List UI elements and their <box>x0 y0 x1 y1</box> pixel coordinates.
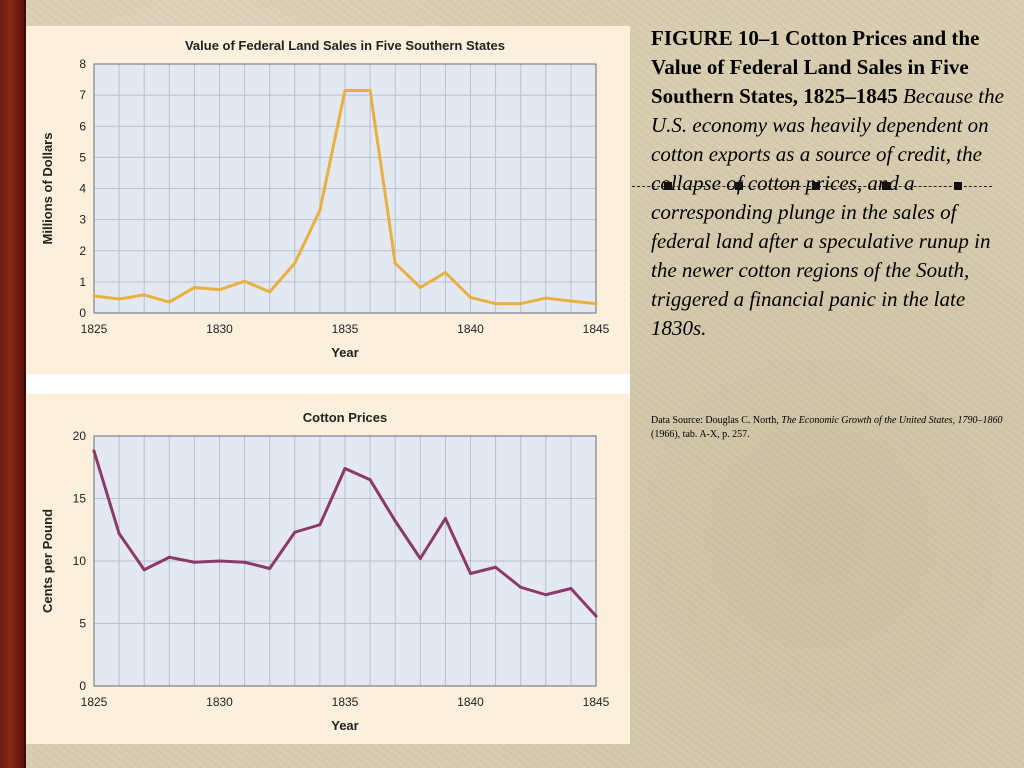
y-tick-label: 0 <box>79 306 86 320</box>
data-point <box>167 555 171 559</box>
y-axis-label: Millions of Dollars <box>40 133 55 245</box>
y-tick-label: 1 <box>79 275 86 289</box>
bullet-marker <box>954 182 962 190</box>
x-axis-label: Year <box>331 345 358 360</box>
y-tick-label: 2 <box>79 244 86 258</box>
data-point <box>594 614 598 618</box>
x-tick-label: 1845 <box>583 322 610 336</box>
data-point <box>293 261 297 265</box>
data-point <box>393 261 397 265</box>
data-point <box>519 302 523 306</box>
data-point <box>569 299 573 303</box>
data-point <box>418 557 422 560</box>
x-tick-label: 1840 <box>457 322 484 336</box>
y-tick-label: 0 <box>79 679 86 693</box>
data-point <box>192 285 196 289</box>
data-point <box>393 519 397 523</box>
data-point <box>117 532 121 535</box>
data-point <box>218 559 221 563</box>
x-tick-label: 1825 <box>81 322 108 336</box>
data-point <box>117 297 121 301</box>
y-tick-label: 5 <box>79 617 86 631</box>
data-point <box>318 208 322 212</box>
data-point <box>243 560 247 564</box>
source-suffix: (1966), tab. A-X, p. 257. <box>651 429 750 440</box>
data-point <box>443 517 447 520</box>
bullet-marker <box>882 182 890 190</box>
data-point <box>469 295 472 299</box>
y-tick-label: 8 <box>79 57 86 71</box>
y-tick-label: 15 <box>73 492 87 506</box>
plot-border <box>93 63 597 314</box>
data-point <box>569 587 573 590</box>
data-point <box>343 467 347 470</box>
data-point <box>494 565 498 569</box>
source-prefix: Data Source: Douglas C. North, <box>651 415 782 426</box>
data-point <box>318 523 322 527</box>
bullet-marker <box>735 182 743 190</box>
x-tick-label: 1835 <box>332 322 359 336</box>
figure-caption: FIGURE 10–1 Cotton Prices and the Value … <box>651 24 1006 343</box>
data-point <box>343 88 347 92</box>
x-tick-label: 1830 <box>206 695 233 709</box>
panel-divider <box>26 374 630 394</box>
data-point <box>594 302 598 306</box>
chart-title: Cotton Prices <box>303 410 388 425</box>
data-point <box>443 271 447 275</box>
land-sales-chart: 0 1 2 3 4 5 6 7 8 1825 1830 1835 1840 1845 Value of Fe… <box>40 38 610 360</box>
x-axis-label: Year <box>331 718 358 733</box>
bullet-marker <box>812 182 820 190</box>
data-point <box>368 478 372 482</box>
data-point <box>268 567 272 570</box>
y-tick-label: 3 <box>79 213 86 227</box>
data-point <box>494 302 498 306</box>
left-decorative-strip <box>0 0 26 768</box>
data-point <box>418 285 422 289</box>
x-tick-label: 1835 <box>332 695 359 709</box>
data-point <box>92 449 96 453</box>
data-point <box>544 593 548 597</box>
bullet-marker <box>664 182 672 190</box>
figure-text: Because the U.S. economy was heavily dep… <box>651 84 1004 340</box>
data-point <box>142 293 146 297</box>
plot-border <box>93 435 597 687</box>
data-point <box>293 530 297 534</box>
y-tick-label: 6 <box>79 119 86 133</box>
y-tick-label: 10 <box>73 554 87 568</box>
y-tick-label: 20 <box>73 429 87 443</box>
source-book-title: The Economic Growth of the United States… <box>781 415 1003 426</box>
x-tick-label: 1825 <box>81 695 108 709</box>
y-tick-label: 7 <box>79 88 86 102</box>
data-point <box>142 568 146 572</box>
data-point <box>368 88 372 92</box>
y-tick-label: 5 <box>79 150 86 164</box>
data-point <box>268 290 272 294</box>
figure-title: FIGURE 10–1 Cotton Prices and the Value … <box>651 26 980 108</box>
y-tick-label: 4 <box>79 182 86 196</box>
x-tick-label: 1840 <box>457 695 484 709</box>
y-axis-label: Cents per Pound <box>40 509 55 613</box>
data-point <box>243 279 247 283</box>
cotton-prices-chart: 0 5 10 15 20 1825 1830 1835 1840 1845 Cotton Price… <box>40 410 610 733</box>
data-point <box>544 296 548 300</box>
data-point <box>469 572 472 575</box>
x-tick-label: 1845 <box>583 695 610 709</box>
data-point <box>92 294 96 298</box>
data-point <box>519 585 523 589</box>
data-point <box>218 288 221 292</box>
data-point <box>167 300 171 304</box>
x-tick-label: 1830 <box>206 322 233 336</box>
chart-title: Value of Federal Land Sales in Five Sout… <box>185 38 505 53</box>
data-source: Data Source: Douglas C. North, The Econo… <box>651 414 1006 442</box>
data-point <box>192 560 196 564</box>
